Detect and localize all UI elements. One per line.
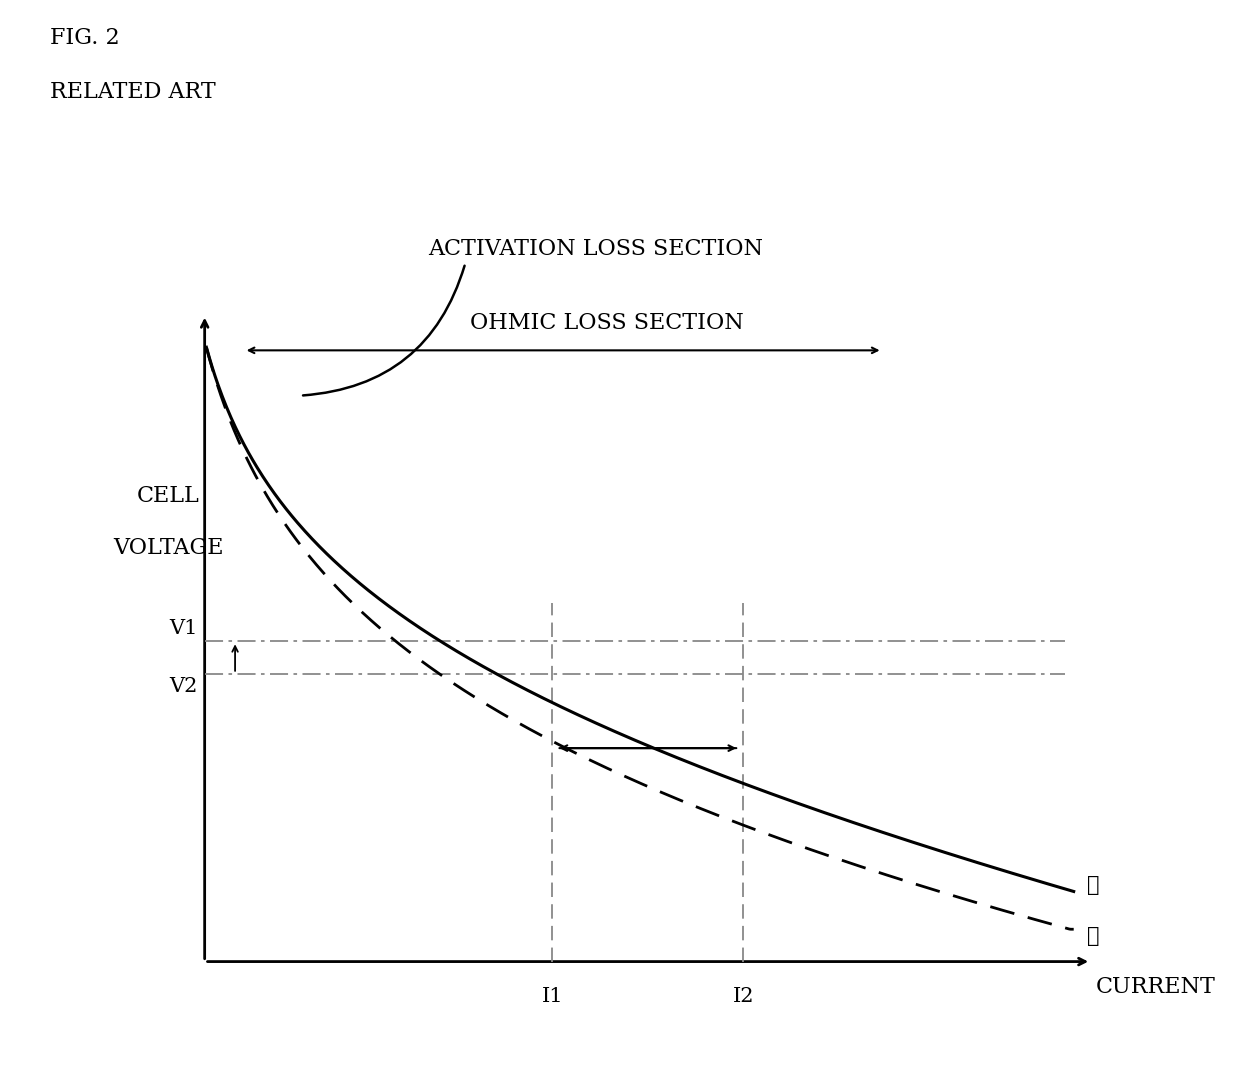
Text: I2: I2 [733, 987, 754, 1007]
Text: RELATED ART: RELATED ART [50, 81, 216, 102]
Text: OHMIC LOSS SECTION: OHMIC LOSS SECTION [470, 313, 744, 334]
Text: CELL: CELL [136, 485, 200, 507]
Text: FIG. 2: FIG. 2 [50, 27, 119, 49]
Text: I1: I1 [542, 987, 563, 1007]
Text: ACTIVATION LOSS SECTION: ACTIVATION LOSS SECTION [428, 238, 764, 260]
Text: VOLTAGE: VOLTAGE [113, 537, 223, 558]
Text: ②: ② [1086, 927, 1099, 946]
Text: ①: ① [1086, 875, 1099, 895]
Text: V1: V1 [169, 619, 197, 638]
Text: CURRENT: CURRENT [1095, 977, 1215, 998]
Text: V2: V2 [170, 677, 197, 696]
